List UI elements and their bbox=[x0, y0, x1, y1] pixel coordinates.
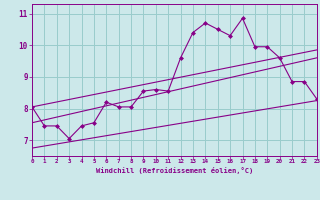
X-axis label: Windchill (Refroidissement éolien,°C): Windchill (Refroidissement éolien,°C) bbox=[96, 167, 253, 174]
